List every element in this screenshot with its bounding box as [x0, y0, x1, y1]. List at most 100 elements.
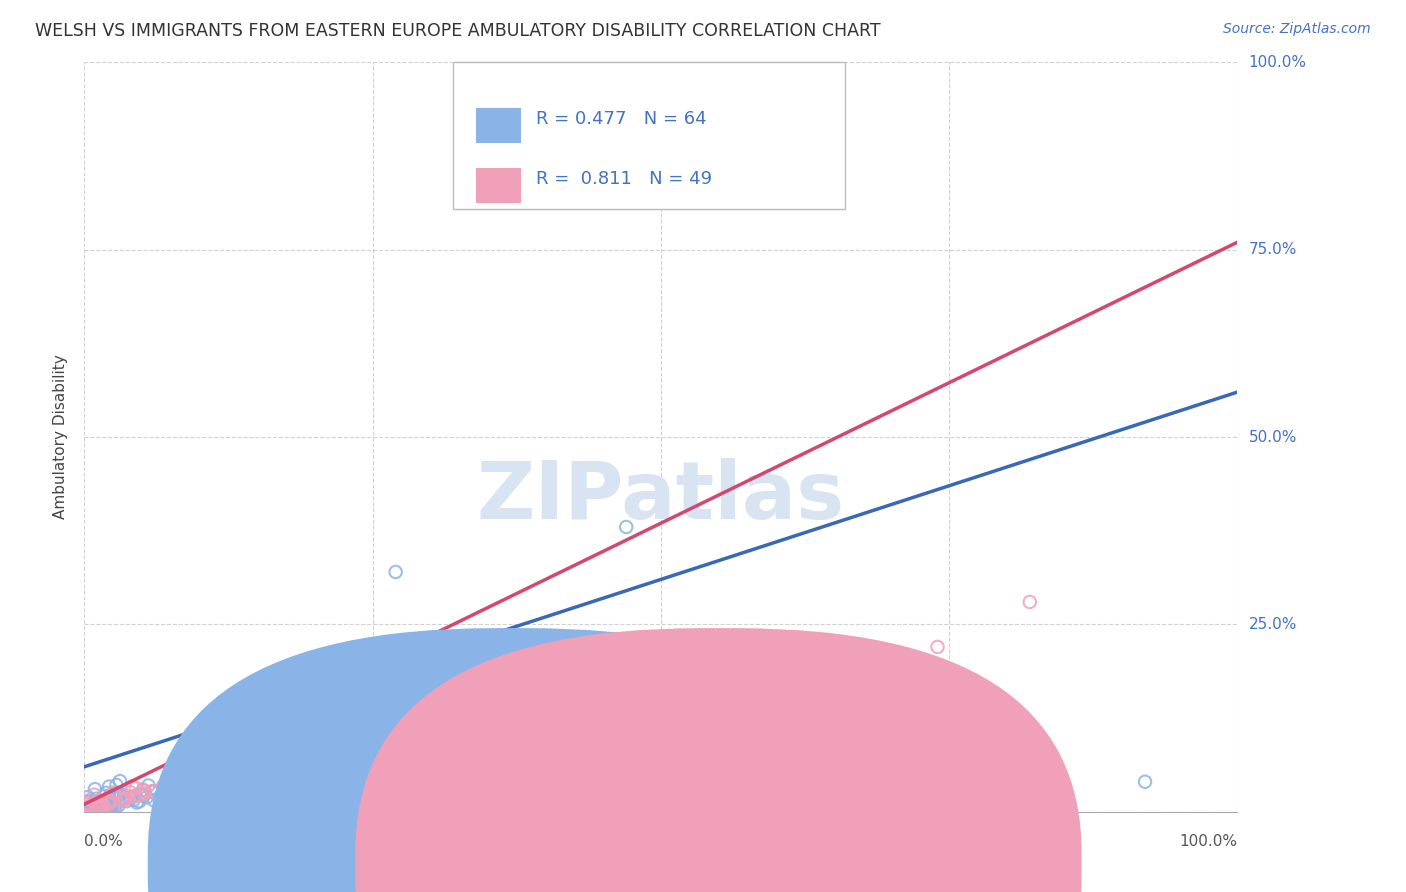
Point [98, 795, 121, 809]
Point [132, 782, 155, 797]
Point [105, 778, 128, 792]
Point [132, 789, 155, 803]
Point [148, 790, 170, 805]
Point [218, 760, 240, 774]
Point [114, 792, 136, 806]
Point [107, 786, 129, 800]
Point [110, 787, 132, 801]
Point [89, 802, 111, 816]
Y-axis label: Ambulatory Disability: Ambulatory Disability [53, 355, 69, 519]
Point [174, 775, 197, 789]
Point [108, 774, 131, 789]
Point [98, 780, 121, 794]
Point [87, 799, 110, 814]
Point [94, 797, 117, 811]
Point [76, 801, 98, 815]
Point [384, 565, 406, 579]
Text: 25.0%: 25.0% [1249, 617, 1298, 632]
Text: WELSH VS IMMIGRANTS FROM EASTERN EUROPE AMBULATORY DISABILITY CORRELATION CHART: WELSH VS IMMIGRANTS FROM EASTERN EUROPE … [35, 22, 880, 40]
FancyBboxPatch shape [453, 62, 845, 209]
FancyBboxPatch shape [148, 628, 875, 892]
Point [75, 804, 97, 818]
Point [211, 779, 233, 793]
Point [114, 791, 136, 805]
Point [115, 794, 138, 808]
Point [217, 776, 239, 790]
FancyBboxPatch shape [477, 168, 522, 202]
Point [131, 788, 153, 802]
Point [122, 793, 145, 807]
Point [141, 785, 163, 799]
Point [121, 779, 143, 793]
Point [75, 799, 97, 814]
Text: 50.0%: 50.0% [1249, 430, 1298, 444]
Point [84, 799, 107, 814]
Point [125, 796, 148, 810]
Point [83, 799, 105, 814]
Point [174, 773, 197, 788]
Point [823, 78, 845, 92]
Point [93, 798, 115, 813]
Text: R =  0.811   N = 49: R = 0.811 N = 49 [536, 169, 713, 187]
Point [97, 790, 120, 805]
Text: 100.0%: 100.0% [1249, 55, 1306, 70]
Point [125, 780, 148, 795]
Point [100, 797, 122, 812]
Point [94, 786, 117, 800]
Point [86, 791, 108, 805]
Point [96, 797, 118, 811]
Point [90, 799, 112, 814]
Point [98, 800, 121, 814]
Point [86, 799, 108, 814]
Point [143, 793, 166, 807]
Point [120, 790, 142, 805]
Point [141, 784, 163, 798]
Point [111, 793, 134, 807]
Point [80, 799, 103, 814]
Point [77, 796, 100, 810]
Point [107, 788, 129, 802]
Point [197, 783, 219, 797]
Point [124, 789, 146, 804]
Text: R = 0.477   N = 64: R = 0.477 N = 64 [536, 110, 707, 128]
Point [101, 797, 124, 812]
Text: Immigrants from Eastern Europe: Immigrants from Eastern Europe [776, 856, 1026, 871]
Point [193, 765, 215, 780]
Point [91, 799, 114, 814]
Point [927, 640, 949, 654]
Point [183, 788, 205, 802]
Point [120, 785, 142, 799]
Point [89, 793, 111, 807]
Point [156, 780, 179, 794]
Text: Source: ZipAtlas.com: Source: ZipAtlas.com [1223, 22, 1371, 37]
FancyBboxPatch shape [356, 628, 1081, 892]
Point [249, 775, 271, 789]
Point [84, 782, 107, 797]
Point [103, 797, 125, 812]
Point [84, 797, 107, 811]
Point [105, 786, 128, 800]
Point [614, 520, 637, 534]
Point [84, 795, 107, 809]
Point [157, 780, 180, 794]
Point [104, 799, 127, 814]
Point [76, 796, 98, 810]
Point [76, 794, 98, 808]
Point [75, 804, 97, 818]
Point [134, 786, 156, 800]
Point [84, 801, 107, 815]
Point [184, 782, 207, 797]
Text: ZIPatlas: ZIPatlas [477, 458, 845, 536]
Point [89, 797, 111, 812]
Point [107, 798, 129, 813]
Point [91, 797, 114, 812]
Point [75, 800, 97, 814]
Point [98, 794, 121, 808]
Text: 100.0%: 100.0% [1180, 834, 1237, 849]
Point [134, 784, 156, 798]
Point [101, 790, 124, 805]
Point [76, 790, 98, 805]
Point [101, 786, 124, 800]
Point [77, 802, 100, 816]
Point [97, 797, 120, 812]
